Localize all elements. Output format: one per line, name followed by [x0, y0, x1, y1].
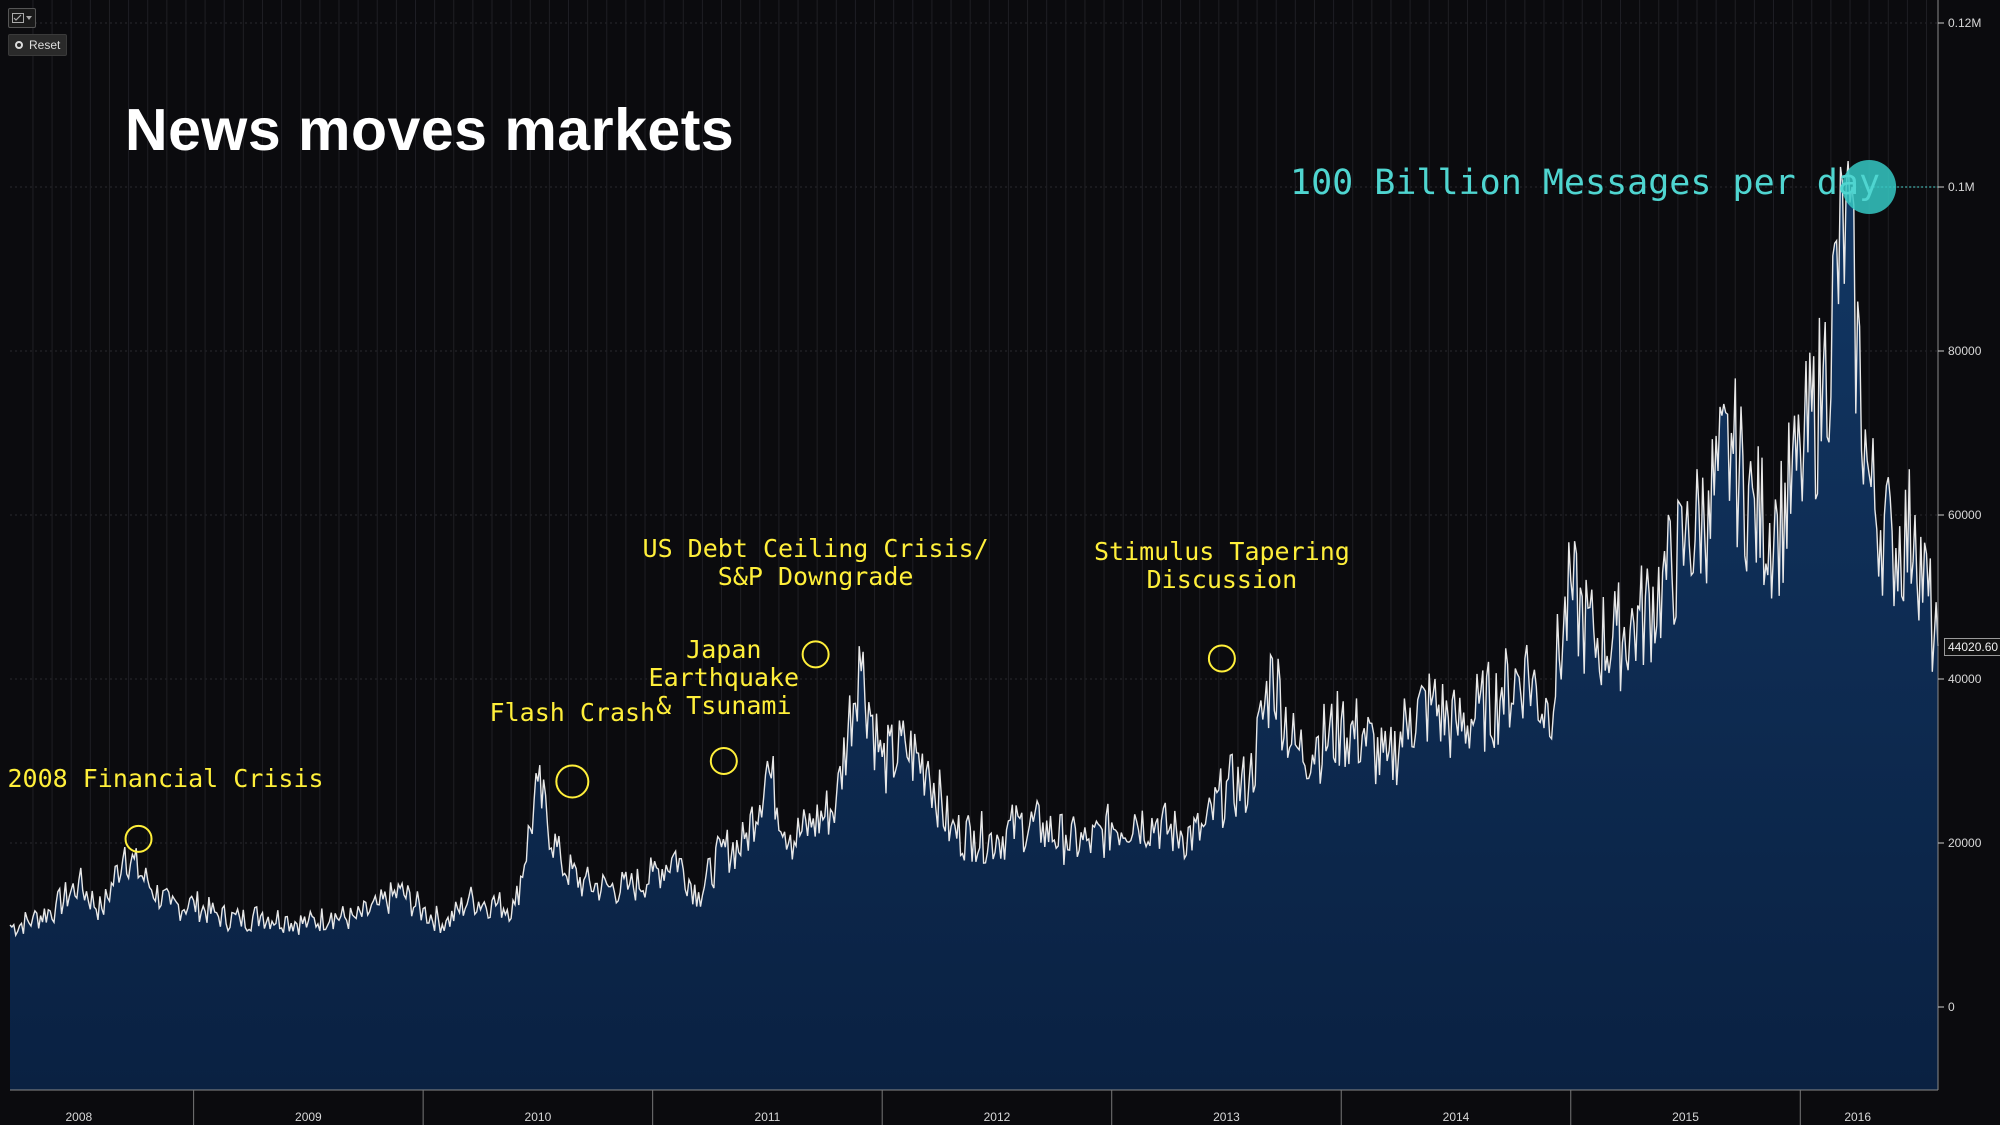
x-tick-label: 2009 [295, 1110, 322, 1124]
annotation-circle [709, 747, 738, 775]
annotation-circle [1207, 644, 1236, 673]
annotation-label: Japan Earthquake & Tsunami [648, 635, 800, 720]
annotation-label: Stimulus Tapering Discussion [1093, 536, 1350, 594]
x-tick-label: 2012 [984, 1110, 1011, 1124]
chart-toolbar: Reset [8, 8, 68, 56]
reset-label: Reset [29, 38, 61, 52]
chevron-down-icon [26, 16, 32, 20]
reset-button[interactable]: Reset [8, 34, 68, 56]
chart-title: News moves markets [125, 97, 735, 163]
y-tick-label: 0 [1948, 1000, 1955, 1014]
reset-icon [15, 41, 23, 49]
series-area-fill [10, 161, 1938, 1090]
chart-checkbox-icon [12, 13, 24, 23]
highlight-label: 100 Billion Messages per day [1290, 163, 1881, 203]
highlight-circle [1842, 160, 1897, 214]
annotation-circle [801, 640, 830, 669]
x-tick-label: 2013 [1213, 1110, 1240, 1124]
chart-toggle-button[interactable] [8, 8, 36, 28]
series-line [9, 160, 1939, 938]
last-value-label: 44020.60 [1944, 638, 2000, 656]
x-tick-label: 2008 [66, 1110, 93, 1124]
x-tick-label: 2010 [525, 1110, 552, 1124]
annotation-circle [124, 824, 153, 853]
annotation-marker-layer [124, 160, 1938, 853]
x-tick-label: 2015 [1672, 1110, 1699, 1124]
y-tick-label: 0.1M [1948, 180, 1975, 194]
annotation-label: US Debt Ceiling Crisis/ S&P Downgrade [642, 534, 989, 592]
x-tick-label: 2016 [1844, 1110, 1871, 1124]
x-tick-label: 2014 [1443, 1110, 1470, 1124]
series-area-layer [9, 160, 1939, 1090]
x-tick-label: 2011 [755, 1110, 781, 1124]
annotation-circle [555, 764, 590, 799]
axis-layer: 0.12M 0.1M 80000 60000 40000 20000 0 2008 2009 20… [10, 0, 1982, 1125]
y-tick-label: 20000 [1948, 836, 1982, 850]
annotation-label: Flash Crash [489, 697, 656, 727]
annotation-label: 2008 Financial Crisis [7, 763, 324, 793]
y-tick-label: 0.12M [1948, 16, 1981, 30]
y-tick-label: 80000 [1948, 344, 1982, 358]
y-tick-label: 40000 [1948, 672, 1982, 686]
y-tick-label: 60000 [1948, 508, 1982, 522]
